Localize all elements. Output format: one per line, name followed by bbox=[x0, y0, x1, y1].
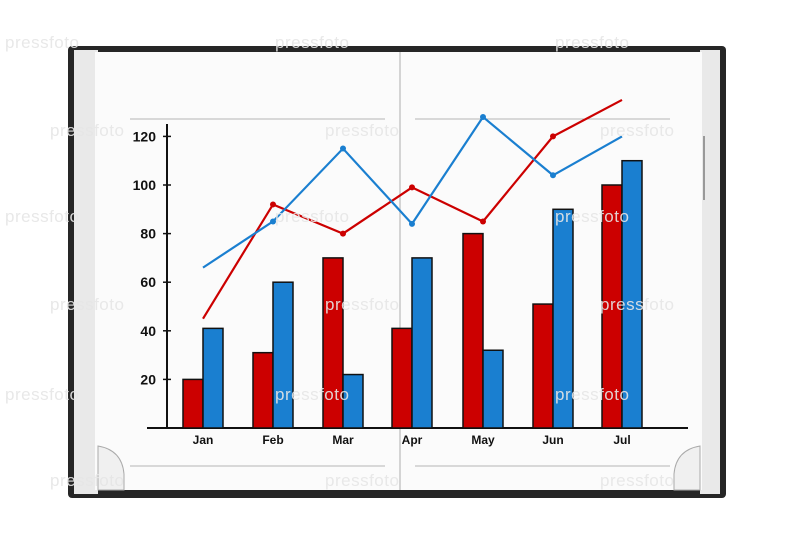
chart-bars bbox=[182, 159, 643, 429]
line-point-blue bbox=[550, 172, 556, 179]
x-tick-label: Jun bbox=[542, 433, 563, 447]
watermark-text: pressfoto bbox=[50, 295, 124, 314]
y-tick-label: 120 bbox=[133, 128, 157, 144]
right-corner-curl bbox=[673, 445, 701, 491]
line-point-blue bbox=[409, 220, 415, 227]
y-tick-label: 60 bbox=[140, 274, 156, 290]
line-point-blue bbox=[270, 218, 276, 225]
bar-red-jun bbox=[532, 303, 554, 429]
watermark-text: pressfoto bbox=[600, 471, 674, 490]
watermark-text: pressfoto bbox=[275, 33, 349, 52]
y-tick-label: 20 bbox=[140, 371, 156, 387]
watermark-text: pressfoto bbox=[5, 385, 79, 404]
watermark-text: pressfoto bbox=[555, 385, 629, 404]
x-tick-label: Feb bbox=[262, 433, 283, 447]
bar-blue-may bbox=[482, 349, 504, 429]
right-page-edges bbox=[700, 50, 720, 494]
y-tick-label: 100 bbox=[133, 177, 157, 193]
bar-blue-mar bbox=[342, 373, 364, 429]
chart-labels: 20 40 60 80 100 120 Jan Feb Mar Apr May Jun Jul bbox=[133, 128, 631, 447]
watermark-text: pressfoto bbox=[50, 121, 124, 140]
line-point-red bbox=[550, 133, 556, 140]
line-point-red bbox=[270, 201, 276, 208]
line-point-red bbox=[480, 218, 486, 225]
line-point-blue bbox=[340, 145, 346, 152]
watermark-text: pressfoto bbox=[325, 121, 399, 140]
x-tick-label: Apr bbox=[402, 433, 423, 447]
watermark-text: pressfoto bbox=[600, 295, 674, 314]
watermark-text: pressfoto bbox=[275, 207, 349, 226]
bar-red-feb bbox=[252, 351, 274, 429]
x-tick-label: Jan bbox=[193, 433, 214, 447]
y-tick-label: 40 bbox=[140, 323, 156, 339]
watermark-text: pressfoto bbox=[600, 121, 674, 140]
bar-red-mar bbox=[322, 257, 344, 429]
watermark-text: pressfoto bbox=[275, 385, 349, 404]
line-point-red bbox=[340, 230, 346, 237]
x-tick-label: Mar bbox=[332, 433, 354, 447]
bar-red-jan bbox=[182, 378, 204, 429]
watermark-text: pressfoto bbox=[50, 471, 124, 490]
line-point-blue bbox=[480, 113, 486, 120]
y-tick-label: 80 bbox=[140, 226, 156, 242]
watermark-text: pressfoto bbox=[5, 207, 79, 226]
bar-blue-jul bbox=[621, 159, 643, 429]
left-page-edges bbox=[74, 50, 98, 494]
watermark-text: pressfoto bbox=[325, 295, 399, 314]
watermark-text: pressfoto bbox=[555, 33, 629, 52]
chart-lines bbox=[202, 98, 623, 320]
watermark-text: pressfoto bbox=[555, 207, 629, 226]
bar-blue-apr bbox=[411, 257, 433, 429]
x-tick-label: Jul bbox=[613, 433, 630, 447]
left-corner-curl bbox=[97, 445, 125, 491]
watermark-text: pressfoto bbox=[5, 33, 79, 52]
bar-blue-jun bbox=[552, 208, 574, 429]
bar-blue-feb bbox=[272, 281, 294, 429]
bar-red-may bbox=[462, 232, 484, 429]
watermark-text: pressfoto bbox=[325, 471, 399, 490]
watermark-layer: pressfoto pressfoto pressfoto pressfoto pres… bbox=[5, 33, 674, 490]
bar-blue-jan bbox=[202, 327, 224, 429]
x-tick-label: May bbox=[471, 433, 495, 447]
line-point-red bbox=[409, 184, 415, 191]
bar-red-apr bbox=[391, 327, 413, 429]
